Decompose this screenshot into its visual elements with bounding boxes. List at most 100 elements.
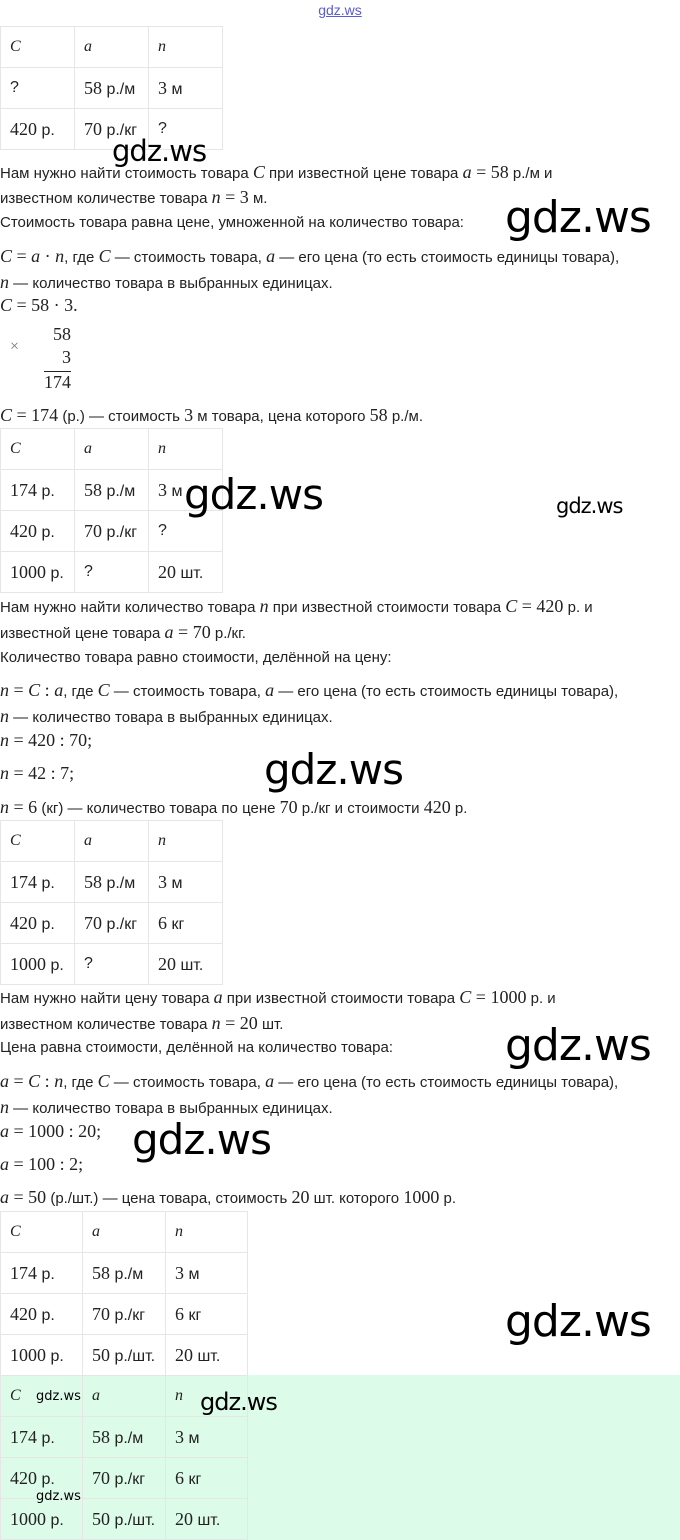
table-cell: 20 шт. xyxy=(165,1498,248,1540)
math-fragment: C xyxy=(0,405,13,425)
table-cell: 1000 р. xyxy=(0,1498,83,1540)
math-fragment: 3 xyxy=(184,405,194,425)
watermark: gdz.ws xyxy=(505,1296,652,1347)
table-row: 420 р. 70 р./кг? xyxy=(0,108,223,150)
math-fragment: 70 xyxy=(279,797,298,817)
math-fragment: a xyxy=(265,680,275,700)
math-fragment: = 100 : 2; xyxy=(9,1154,84,1174)
math-fragment: C xyxy=(28,680,41,700)
table-cell: 58 р./м xyxy=(82,1416,166,1458)
text-fragment: р./м и xyxy=(508,165,553,182)
text-line: Нам нужно найти стоимость товара C при и… xyxy=(0,160,552,186)
math-fragment: a xyxy=(0,1187,9,1207)
text-fragment: — количество товара в выбранных единицах… xyxy=(9,275,333,292)
math-fragment: = 174 xyxy=(12,405,59,425)
table-row: 1000 р.? 20 шт. xyxy=(0,943,223,985)
math-fragment: = 70 xyxy=(173,622,211,642)
text-fragment: Цена равна стоимости, делённой на количе… xyxy=(0,1039,394,1056)
column-header: a xyxy=(82,1375,166,1417)
text-fragment: при известной цене товара xyxy=(264,165,463,182)
table-cell: 20 шт. xyxy=(148,943,223,985)
site-link[interactable]: gdz.ws xyxy=(318,2,362,18)
column-header: C xyxy=(0,820,75,862)
table-cell: 6 кг xyxy=(165,1457,248,1499)
text-fragment: р. xyxy=(450,800,468,817)
text-line: n — количество товара в выбранных единиц… xyxy=(0,704,333,730)
text-fragment: известной цене товара xyxy=(0,625,165,642)
text-line: n = 6 (кг) — количество товара по цене 7… xyxy=(0,795,467,821)
table-cell: 70 р./кг xyxy=(82,1457,166,1499)
text-fragment: р./кг и стоимости xyxy=(297,800,424,817)
text-fragment: известном количестве товара xyxy=(0,190,212,207)
table-cell: 3 м xyxy=(165,1416,248,1458)
table-row: 1000 р. 50 р./шт. 20 шт. xyxy=(0,1498,248,1540)
math-fragment: = 6 xyxy=(9,797,38,817)
multiply-sign: × xyxy=(10,338,20,355)
table-cell: 420 р. xyxy=(0,1293,83,1335)
math-fragment: n xyxy=(55,246,65,266)
table-cell: 58 р./м xyxy=(74,67,149,109)
table-cell: 174 р. xyxy=(0,861,75,903)
text-line: известном количестве товара n = 20 шт. xyxy=(0,1011,283,1037)
text-fragment: , где xyxy=(63,683,98,700)
watermark: gdz.ws xyxy=(184,470,324,519)
watermark: gdz.ws xyxy=(132,1115,272,1164)
column-header: C xyxy=(0,1211,83,1253)
table-cell: 3 м xyxy=(148,67,223,109)
table-cell: ? xyxy=(74,551,149,593)
product: 174 xyxy=(44,371,71,392)
math-fragment: n xyxy=(211,187,221,207)
text-fragment: при известной стоимости товара xyxy=(222,990,460,1007)
table-cell: 58 р./м xyxy=(82,1252,166,1294)
text-fragment: — количество товара в выбранных единицах… xyxy=(9,709,333,726)
column-header: a xyxy=(82,1211,166,1253)
text-line: Стоимость товара равна цене, умноженной … xyxy=(0,211,464,235)
text-line: a = 100 : 2; xyxy=(0,1152,83,1178)
watermark: gdz.ws xyxy=(36,1489,81,1504)
text-fragment: Нам нужно найти стоимость товара xyxy=(0,165,253,182)
text-fragment: — его цена (то есть стоимость единицы то… xyxy=(274,683,619,700)
text-fragment: — количество товара в выбранных единицах… xyxy=(9,1100,333,1117)
text-fragment: р./кг. xyxy=(210,625,246,642)
table-cell: 1000 р. xyxy=(0,943,75,985)
text-fragment: р. xyxy=(439,1190,456,1207)
table-cell: 420 р. xyxy=(0,108,75,150)
table-row: ? 58 р./м 3 м xyxy=(0,67,223,109)
math-fragment: = xyxy=(9,1071,29,1091)
column-multiplication: × 58 3 174 xyxy=(0,324,90,396)
math-fragment: n xyxy=(0,797,9,817)
table-cell: 174 р. xyxy=(0,1252,83,1294)
text-line: Цена равна стоимости, делённой на количе… xyxy=(0,1036,393,1060)
math-fragment: · xyxy=(40,246,56,266)
table-row: 174 р. 58 р./м 3 м xyxy=(0,469,223,511)
table-cell: 3 м xyxy=(148,469,223,511)
column-header: n xyxy=(165,1375,248,1417)
text-line: n = 420 : 70; xyxy=(0,728,92,754)
text-line: n — количество товара в выбранных единиц… xyxy=(0,1095,333,1121)
table-cell: 174 р. xyxy=(0,1416,83,1458)
table-cell: 20 шт. xyxy=(148,551,223,593)
table-cell: 1000 р. xyxy=(0,551,75,593)
text-fragment: — стоимость товара, xyxy=(110,249,267,266)
math-fragment: a xyxy=(0,1071,9,1091)
text-fragment: м товара, цена которого xyxy=(193,408,370,425)
math-fragment: : xyxy=(40,1071,55,1091)
column-header: C xyxy=(0,428,75,470)
text-line: C = 174 (р.) — стоимость 3 м товара, цен… xyxy=(0,403,423,429)
table-cell: 50 р./шт. xyxy=(82,1334,166,1376)
column-header: n xyxy=(148,428,223,470)
math-fragment: n xyxy=(0,763,9,783)
text-line: n = C : a, где C — стоимость товара, a —… xyxy=(0,678,618,704)
text-fragment: шт. которого xyxy=(309,1190,404,1207)
math-fragment: = 420 xyxy=(517,596,564,616)
watermark: gdz.ws xyxy=(505,192,652,243)
text-fragment: Количество товара равно стоимости, делён… xyxy=(0,649,392,666)
text-fragment: шт. xyxy=(257,1016,284,1033)
math-fragment: 58 xyxy=(369,405,388,425)
text-fragment: при известной стоимости товара xyxy=(268,599,506,616)
watermark: gdz.ws xyxy=(505,1020,652,1071)
